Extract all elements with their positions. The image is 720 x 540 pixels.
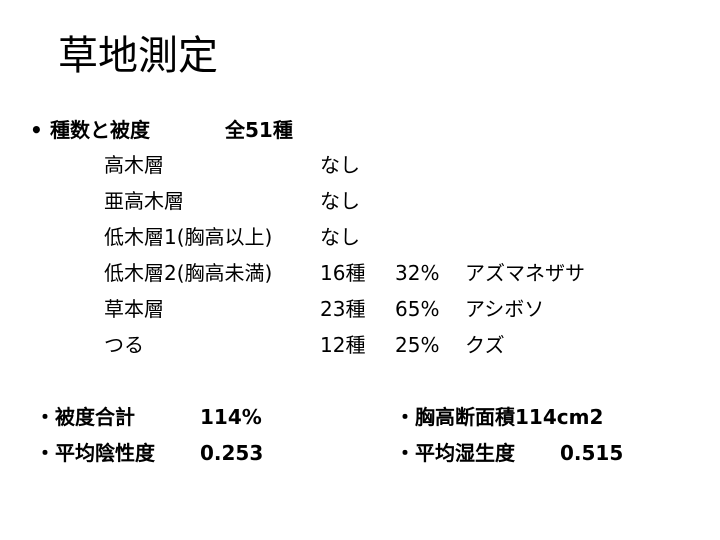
layer-count: なし	[320, 189, 360, 213]
slide-title: 草地測定	[58, 33, 218, 79]
layer-name: 高木層	[104, 153, 164, 177]
layer-count: 16種	[320, 261, 366, 285]
species-header-label: 種数と被度	[50, 118, 150, 142]
layer-count: 23種	[320, 297, 366, 321]
basal-area: ・胸高断面積114cm2	[395, 405, 604, 429]
layer-count: 12種	[320, 333, 366, 357]
layer-name: つる	[104, 333, 144, 357]
shade-index-label: ・平均陰性度	[35, 441, 155, 465]
layer-count: なし	[320, 153, 360, 177]
layer-dominant: クズ	[465, 333, 505, 357]
shade-index-value: 0.253	[200, 441, 264, 465]
coverage-total-value: 114%	[200, 405, 262, 429]
layer-name: 草本層	[104, 297, 164, 321]
layer-count: なし	[320, 225, 360, 249]
layer-dominant: アシボソ	[465, 297, 545, 321]
moisture-index-label: ・平均湿生度	[395, 441, 515, 465]
layer-dominant: アズマネザサ	[465, 261, 585, 285]
layer-coverage: 32%	[395, 261, 440, 285]
layer-name: 低木層1(胸高以上)	[104, 225, 273, 249]
coverage-total-label: ・被度合計	[35, 405, 135, 429]
species-total: 全51種	[225, 118, 293, 142]
layer-name: 低木層2(胸高未満)	[104, 261, 273, 285]
layer-coverage: 65%	[395, 297, 440, 321]
layer-name: 亜高木層	[104, 189, 184, 213]
bullet-icon: •	[30, 118, 43, 142]
layer-coverage: 25%	[395, 333, 440, 357]
moisture-index-value: 0.515	[560, 441, 624, 465]
